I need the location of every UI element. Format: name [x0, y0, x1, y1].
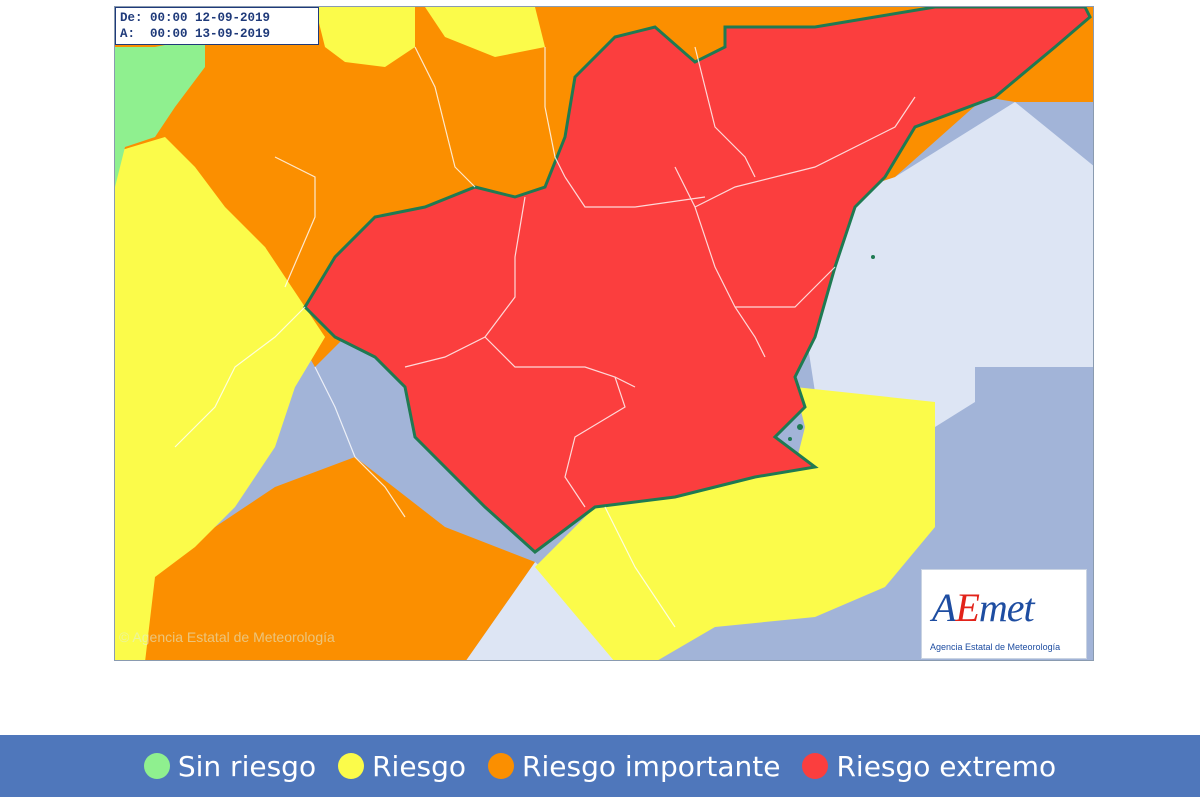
orange-dot-icon	[488, 753, 515, 779]
zone-riesgo-north	[315, 7, 415, 67]
district-borders	[174, 46, 916, 628]
zone-riesgo-extremo	[303, 7, 1092, 554]
legend-label: Riesgo importante	[522, 749, 781, 783]
islet	[797, 424, 803, 430]
date-from-label: De:	[120, 11, 143, 25]
legend-item-riesgo: Riesgo	[338, 750, 466, 783]
warning-map[interactable]: De: 00:00 12-09-2019 A: 00:00 13-09-2019…	[114, 6, 1094, 661]
aemet-logo: AEmet Agencia Estatal de Meteorología	[921, 569, 1087, 659]
copyright-text: © Agencia Estatal de Meteorología	[119, 629, 335, 645]
logo-letter-e: E	[955, 585, 979, 630]
zone-riesgo-coast	[535, 387, 935, 660]
legend-label: Riesgo extremo	[836, 749, 1057, 783]
legend-item-sin-riesgo: Sin riesgo	[143, 749, 317, 783]
validity-period: De: 00:00 12-09-2019 A: 00:00 13-09-2019	[115, 7, 319, 45]
yellow-dot-icon	[338, 753, 365, 779]
zone-riesgo-west-inner	[215, 247, 325, 447]
logo-letters-met: met	[978, 585, 1035, 630]
legend-label: Sin riesgo	[177, 749, 317, 783]
date-to-label: A:	[120, 27, 136, 41]
logo-letter-a: A	[932, 585, 956, 630]
map-canvas	[115, 7, 1093, 660]
logo-wordmark: AEmet	[932, 584, 1035, 631]
date-to: 00:00 13-09-2019	[150, 27, 271, 41]
green-dot-icon	[143, 753, 170, 779]
islet	[871, 255, 875, 259]
zone-riesgo-north-2	[425, 7, 545, 57]
legend-bar: Sin riesgo Riesgo Riesgo importante Ries…	[0, 735, 1200, 797]
legend-item-riesgo-importante: Riesgo importante	[488, 750, 780, 783]
logo-subtitle: Agencia Estatal de Meteorología	[930, 642, 1061, 652]
islet	[788, 437, 792, 441]
zone-sin-riesgo	[115, 37, 205, 187]
legend-label: Riesgo	[372, 749, 467, 783]
zone-riesgo-importante-south	[115, 457, 535, 660]
legend-item-riesgo-extremo: Riesgo extremo	[802, 750, 1056, 783]
red-dot-icon	[802, 753, 829, 779]
date-from: 00:00 12-09-2019	[150, 11, 271, 25]
